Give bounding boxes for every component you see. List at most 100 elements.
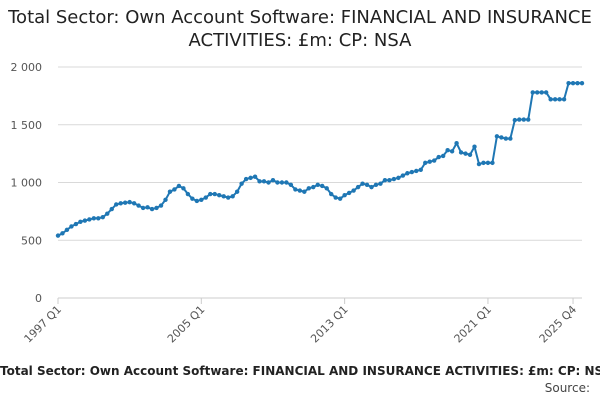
data-point: [378, 181, 383, 186]
data-point: [288, 182, 294, 188]
data-point: [530, 90, 535, 95]
data-point: [230, 194, 235, 199]
series-group: [55, 80, 585, 238]
data-point: [297, 188, 303, 193]
data-point: [158, 203, 164, 208]
data-point: [78, 219, 83, 224]
data-point: [494, 134, 500, 139]
data-point: [552, 97, 558, 102]
data-point: [512, 117, 518, 123]
data-point: [194, 198, 200, 204]
data-point: [163, 197, 168, 203]
data-point: [199, 197, 204, 203]
data-point: [570, 80, 576, 86]
data-point: [351, 188, 356, 193]
data-point: [239, 181, 244, 186]
data-point: [275, 180, 280, 185]
data-point: [82, 218, 88, 223]
data-point: [490, 160, 495, 166]
y-tick-label: 1 500: [11, 119, 43, 132]
data-point: [508, 136, 513, 141]
data-point: [306, 186, 312, 191]
data-point: [476, 161, 482, 167]
data-point: [324, 186, 329, 191]
data-point: [449, 149, 455, 154]
data-point: [190, 196, 195, 201]
data-point: [167, 189, 173, 194]
data-point: [548, 97, 553, 102]
data-point: [503, 136, 509, 141]
data-point: [454, 141, 459, 146]
data-point: [387, 177, 392, 183]
data-point: [131, 201, 137, 206]
data-point: [217, 193, 222, 198]
data-point: [342, 193, 347, 198]
data-point: [302, 189, 307, 194]
data-point: [252, 174, 258, 179]
data-point: [423, 160, 428, 166]
data-point: [185, 191, 191, 197]
data-point: [575, 80, 580, 86]
footer-title: Total Sector: Own Account Software: FINA…: [0, 364, 600, 378]
data-point: [203, 195, 208, 200]
y-tick-label: 0: [35, 292, 42, 305]
data-point: [64, 227, 70, 233]
data-point: [539, 90, 544, 95]
data-point: [114, 202, 119, 207]
data-point: [440, 153, 446, 159]
source-label: Source:: [544, 381, 590, 395]
data-point: [535, 90, 540, 95]
x-tick-label: 1997 Q1: [22, 303, 65, 346]
data-point: [369, 184, 374, 190]
data-point: [418, 167, 423, 172]
data-point: [55, 233, 61, 238]
data-point: [391, 176, 397, 182]
data-point: [176, 183, 182, 189]
data-point: [472, 144, 477, 149]
data-point: [149, 206, 155, 212]
data-point: [127, 199, 132, 205]
x-tick-label: 2025 Q4: [537, 303, 580, 346]
data-point: [432, 158, 437, 163]
data-point: [557, 97, 562, 102]
data-point: [445, 147, 450, 153]
data-point: [181, 186, 186, 191]
data-point: [517, 117, 522, 122]
data-point: [266, 180, 271, 185]
data-point: [485, 160, 491, 166]
data-point: [145, 205, 150, 210]
data-point: [315, 182, 320, 188]
data-point: [436, 154, 441, 160]
data-point: [561, 97, 567, 102]
data-point: [212, 191, 217, 197]
data-point: [91, 216, 97, 221]
data-point: [355, 184, 361, 190]
data-point: [100, 214, 105, 220]
data-point: [467, 152, 473, 157]
data-point: [261, 179, 267, 184]
data-point: [337, 196, 343, 201]
data-point: [172, 187, 177, 192]
data-point: [521, 117, 526, 122]
data-point: [96, 216, 101, 221]
data-point: [73, 221, 79, 227]
data-point: [543, 90, 549, 95]
data-point: [427, 159, 432, 164]
x-tick-label: 2013 Q1: [308, 303, 351, 346]
data-point: [234, 189, 240, 194]
series-line: [57, 82, 582, 237]
data-point: [136, 203, 141, 208]
data-point: [109, 206, 114, 212]
data-point: [364, 182, 370, 188]
data-point: [279, 180, 285, 185]
y-axis: 0 500 1 000 1 500 2 000: [11, 61, 43, 305]
data-point: [320, 183, 325, 189]
data-point: [333, 195, 338, 200]
data-point: [373, 182, 379, 188]
data-point: [463, 151, 468, 156]
data-point: [400, 173, 406, 178]
x-tick-label: 2005 Q1: [165, 303, 208, 346]
y-tick-label: 2 000: [11, 61, 43, 74]
data-point: [579, 80, 585, 86]
